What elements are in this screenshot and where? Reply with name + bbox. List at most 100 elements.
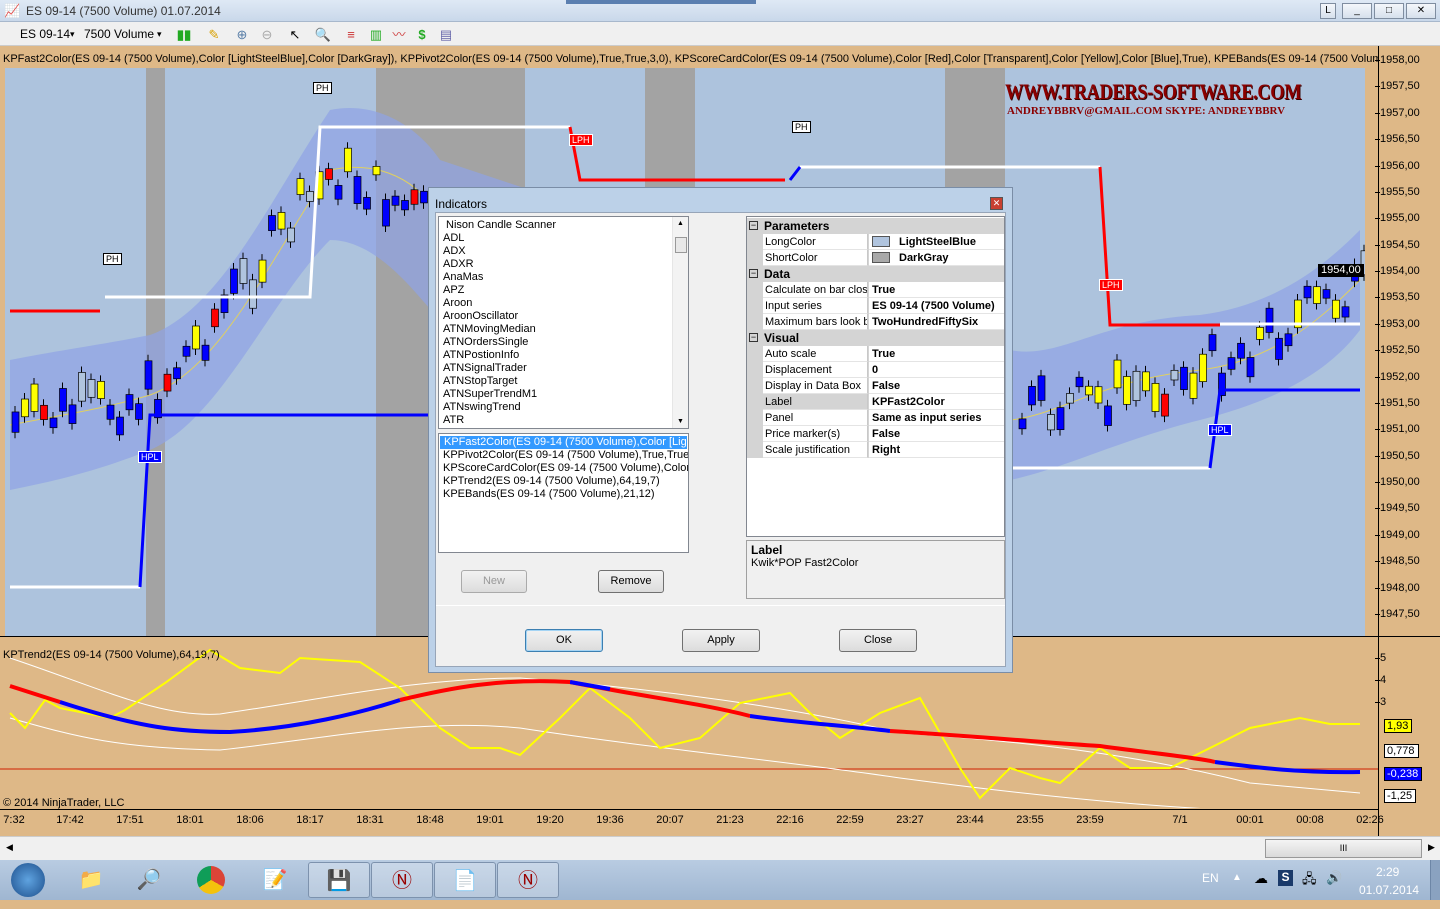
pointer-icon[interactable]: ↖ [289, 27, 301, 42]
dialog-close-icon[interactable]: ✕ [990, 197, 1003, 210]
available-indicator-item[interactable]: ATNPostionInfo [443, 349, 520, 361]
notepad-icon[interactable]: 📝 [262, 869, 288, 891]
search-app-icon[interactable]: 🔎 [136, 869, 162, 891]
category-parameters[interactable]: − Parameters [747, 218, 1004, 234]
property-value[interactable]: 0 [869, 362, 1004, 378]
zoom-in-icon[interactable]: ⊕ [236, 27, 248, 42]
available-indicator-item[interactable]: ATNStopTarget [443, 375, 518, 387]
apply-button[interactable]: Apply [682, 629, 760, 652]
dollar-icon[interactable]: $ [418, 27, 426, 42]
remove-button[interactable]: Remove [598, 570, 664, 593]
property-row[interactable]: Displacement 0 [747, 362, 1004, 378]
pencil-draw-icon[interactable]: ✎ [208, 27, 220, 42]
ninjatrader-icon[interactable]: Ⓝ [371, 862, 433, 898]
property-value[interactable]: True [869, 282, 1004, 298]
maximize-button[interactable]: □ [1374, 3, 1404, 19]
scroll-down-icon[interactable]: ▼ [677, 418, 684, 425]
applied-indicator-item[interactable]: KPTrend2(ES 09-14 (7500 Volume),64,19,7) [443, 475, 660, 487]
available-indicator-item[interactable]: ADXR [443, 258, 474, 270]
magnify-icon[interactable]: 🔍 [314, 27, 332, 42]
new-button[interactable]: New [461, 570, 527, 593]
save-app-icon[interactable]: 💾 [308, 862, 370, 898]
show-desktop-button[interactable] [1430, 860, 1440, 900]
cloud-tray-icon[interactable]: ☁ [1254, 870, 1268, 886]
property-value[interactable]: ES 09-14 (7500 Volume) [869, 298, 1004, 314]
property-value[interactable]: KPFast2Color [869, 394, 1004, 410]
property-row[interactable]: ShortColor DarkGray [747, 250, 1004, 266]
collapse-icon[interactable]: − [749, 332, 758, 342]
close-button[interactable]: Close [839, 629, 917, 652]
scroll-left-arrow-icon[interactable]: ◀ [6, 842, 13, 852]
available-indicator-item[interactable]: APZ [443, 284, 465, 296]
chart-trader-icon[interactable]: 〰 [392, 27, 406, 42]
price-axis[interactable] [1378, 46, 1379, 836]
clock-time[interactable]: 2:29 [1376, 865, 1400, 879]
minimize-button[interactable]: _ [1342, 3, 1372, 19]
property-value[interactable]: Same as input series [869, 410, 1004, 426]
start-button[interactable] [0, 862, 56, 898]
property-row[interactable]: Calculate on bar close True [747, 282, 1004, 298]
close-window-button[interactable]: ✕ [1406, 3, 1436, 19]
property-value[interactable]: False [869, 378, 1004, 394]
list-scrollbar[interactable]: ▲ ▼ [672, 217, 688, 428]
explorer-icon[interactable]: 📁 [78, 869, 104, 891]
property-value[interactable]: LightSteelBlue [869, 234, 1004, 250]
instrument-selector[interactable]: ES 09-14 [20, 27, 71, 41]
chart-style-icon[interactable]: ▮▮ [176, 27, 192, 42]
chevron-down-icon[interactable]: ▾ [157, 29, 162, 39]
available-indicator-item[interactable]: ADL [443, 232, 465, 244]
available-indicator-item[interactable]: Nison Candle Scanner [446, 219, 557, 231]
horizontal-scrollbar[interactable]: ◀ III ▶ [0, 836, 1440, 860]
applied-indicator-item[interactable]: KPEBands(ES 09-14 (7500 Volume),21,12) [443, 488, 655, 500]
properties-icon[interactable]: ▤ [439, 27, 453, 42]
category-data[interactable]: − Data [747, 266, 1004, 282]
property-row[interactable]: LongColor LightSteelBlue [747, 234, 1004, 250]
applied-indicator-item[interactable]: KPScoreCardColor(ES 09-14 (7500 Volume),… [443, 462, 689, 474]
scroll-up-icon[interactable]: ▲ [677, 220, 684, 227]
language-indicator[interactable]: EN [1202, 871, 1219, 885]
chrome-icon[interactable] [180, 862, 242, 898]
available-indicator-item[interactable]: ATNSignalTrader [443, 362, 527, 374]
collapse-icon[interactable]: − [749, 220, 758, 230]
skype-tray-icon[interactable]: S [1278, 870, 1293, 886]
volume-tray-icon[interactable]: 🔊 [1326, 870, 1343, 885]
available-indicator-item[interactable]: ATNswingTrend [443, 401, 521, 413]
indicators-icon[interactable]: ▥ [369, 27, 383, 42]
available-indicator-item[interactable]: Aroon [443, 297, 473, 309]
applied-indicator-item[interactable]: KPPivot2Color(ES 09-14 (7500 Volume),Tru… [443, 449, 689, 461]
property-row[interactable]: Display in Data Box False [747, 378, 1004, 394]
applied-indicator-item[interactable]: KPFast2Color(ES 09-14 (7500 Volume),Colo… [440, 436, 688, 449]
property-value[interactable]: TwoHundredFiftySix [869, 314, 1004, 330]
available-indicator-item[interactable]: ATNSuperTrendM1 [443, 388, 538, 400]
property-row[interactable]: Panel Same as input series [747, 410, 1004, 426]
available-indicators-list[interactable]: Nison Candle Scanner ADL ADX ADXR AnaMas APZ A… [438, 216, 689, 429]
strategies-icon[interactable]: ≡ [347, 27, 355, 42]
ninjatrader-chart-icon[interactable]: Ⓝ [497, 862, 559, 898]
property-row[interactable]: Scale justification Right [747, 442, 1004, 458]
tray-expand-icon[interactable]: ▲ [1232, 872, 1242, 883]
list-scroll-thumb[interactable] [675, 237, 687, 253]
wordpad-icon[interactable]: 📄 [434, 862, 496, 898]
scroll-right-arrow-icon[interactable]: ▶ [1428, 842, 1435, 852]
available-indicator-item[interactable]: AnaMas [443, 271, 484, 283]
property-grid[interactable]: − Parameters LongColor LightSteelBlue ShortC… [746, 216, 1005, 537]
property-value[interactable]: Right [869, 442, 1004, 458]
property-value[interactable]: DarkGray [869, 250, 1004, 266]
collapse-icon[interactable]: − [749, 268, 758, 278]
property-row[interactable]: Maximum bars look back TwoHundredFiftySix [747, 314, 1004, 330]
property-row[interactable]: Label KPFast2Color [747, 394, 1004, 410]
property-value[interactable]: True [869, 346, 1004, 362]
ok-button[interactable]: OK [525, 629, 603, 652]
property-row[interactable]: Input series ES 09-14 (7500 Volume) [747, 298, 1004, 314]
clock-date[interactable]: 01.07.2014 [1359, 883, 1420, 897]
zoom-out-icon[interactable]: ⊖ [261, 27, 273, 42]
available-indicator-item[interactable]: ATNMovingMedian [443, 323, 536, 335]
property-value[interactable]: False [869, 426, 1004, 442]
chevron-down-icon[interactable]: ▾ [70, 29, 75, 39]
category-visual[interactable]: − Visual [747, 330, 1004, 346]
available-indicator-item[interactable]: ATR [443, 414, 465, 426]
interval-selector[interactable]: 7500 Volume [84, 27, 155, 41]
available-indicator-item[interactable]: AroonOscillator [443, 310, 519, 322]
property-row[interactable]: Price marker(s) False [747, 426, 1004, 442]
available-indicator-item[interactable]: ATNOrdersSingle [443, 336, 529, 348]
